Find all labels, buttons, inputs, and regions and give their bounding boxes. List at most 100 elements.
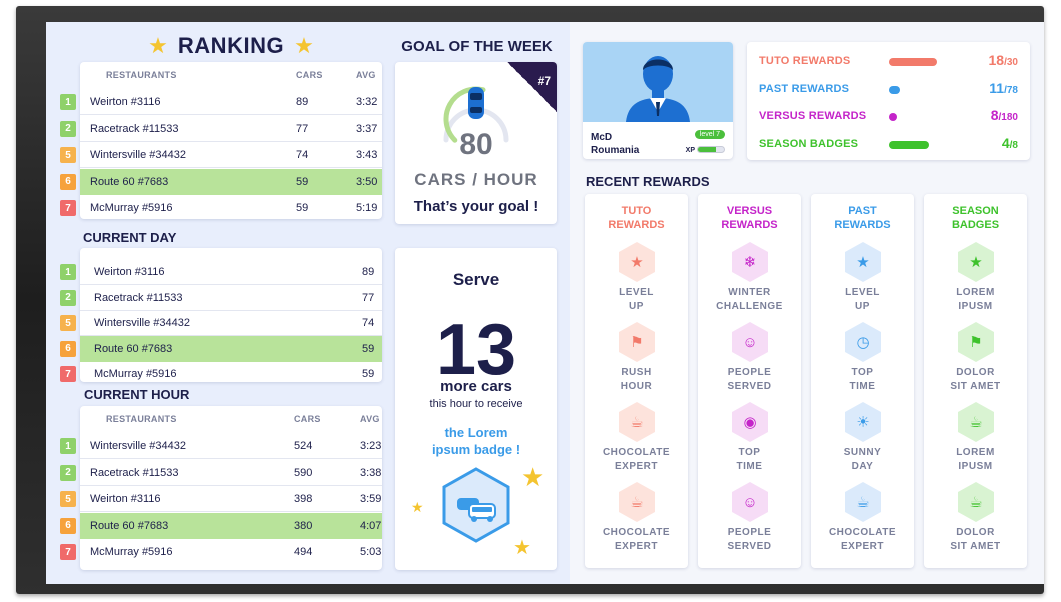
table-row[interactable]: 5 Weirton #3116 398 3:59: [60, 486, 382, 512]
table-row[interactable]: 6 Route 60 #7683 380 4:07: [60, 512, 382, 539]
restaurant-name: Wintersville #34432: [90, 149, 186, 161]
reward-column: PAST REWARDS ★ LEVEL UP ◷ TOP TIME ☀ SUNNY DAY ☕ CHO…: [811, 194, 914, 568]
row-divider: [80, 484, 382, 486]
reward-item-label-line-1: TOP: [738, 447, 761, 458]
reward-item[interactable]: ☕ LOREM IPUSM: [924, 402, 1027, 482]
reward-count-total: /30: [1004, 57, 1018, 68]
reward-hexagon: ☺: [732, 322, 768, 362]
reward-count-value: 8: [990, 107, 999, 123]
rank-badge: 6: [60, 340, 76, 357]
column-header-restaurants: RESTAURANTS: [106, 70, 177, 80]
reward-item[interactable]: ☺ PEOPLE SERVED: [698, 482, 801, 562]
rank-badge: 5: [60, 315, 76, 331]
reward-progress-row[interactable]: SEASON BADGES 4/8: [759, 135, 1018, 155]
reward-item[interactable]: ★ LOREM IPUSM: [924, 242, 1027, 322]
car-count: 89: [362, 266, 375, 278]
table-row[interactable]: 2 Racetrack #11533 590 3:38: [60, 460, 382, 486]
restaurant-name: Weirton #3116: [90, 96, 161, 108]
star-icon: ★: [148, 33, 168, 58]
reward-item[interactable]: ❄ WINTER CHALLENGE: [698, 242, 801, 322]
rank-badge: 1: [60, 264, 76, 280]
rank-badge: 5: [60, 147, 76, 163]
reward-progress-row[interactable]: PAST REWARDS 11/78: [759, 80, 1018, 100]
table-row[interactable]: 6 Route 60 #7683 59 3:50: [60, 168, 382, 195]
goal-rank-badge: #7: [507, 62, 557, 112]
table-row[interactable]: 2 Racetrack #11533 77 3:37: [60, 116, 382, 142]
table-row[interactable]: 2 Racetrack #11533 77: [60, 285, 382, 311]
reward-item-label-line-2: DAY: [851, 461, 874, 472]
reward-column-title: VERSUS REWARDS: [698, 204, 801, 232]
reward-item-label: TOP TIME: [811, 366, 914, 394]
reward-column: SEASON BADGES ★ LOREM IPUSM ⚑ DOLOR SIT AMET ☕ LO…: [924, 194, 1027, 568]
reward-hexagon: ☕: [958, 402, 994, 442]
table-row[interactable]: 1 Wintersville #34432 524 3:23: [60, 433, 382, 459]
reward-item[interactable]: ◉ TOP TIME: [698, 402, 801, 482]
reward-item[interactable]: ◷ TOP TIME: [811, 322, 914, 402]
dashboard-screen: ★ RANKING ★ RESTAURANTS CARS AVG 1 Weirton #…: [46, 22, 1044, 584]
reward-label: TUTO REWARDS: [759, 55, 851, 67]
rank-badge: 6: [60, 173, 76, 190]
table-row[interactable]: 7 McMurray #5916 59: [60, 361, 382, 387]
reward-item[interactable]: ☕ CHOCOLATE EXPERT: [585, 482, 688, 562]
reward-item[interactable]: ★ LEVEL UP: [585, 242, 688, 322]
reward-item-label-line-2: HOUR: [620, 381, 653, 392]
reward-item-label-line-1: LEVEL: [845, 287, 880, 298]
reward-item-label-line-1: TOP: [851, 367, 874, 378]
car-count: 59: [296, 202, 309, 214]
restaurant-name: Route 60 #7683: [90, 519, 169, 532]
avatar-icon: [626, 56, 690, 122]
reward-item[interactable]: ⚑ RUSH HOUR: [585, 322, 688, 402]
table-row[interactable]: 1 Weirton #3116 89 3:32: [60, 89, 382, 115]
current-day-title: CURRENT DAY: [83, 230, 177, 245]
reward-item[interactable]: ⚑ DOLOR SIT AMET: [924, 322, 1027, 402]
average-time: 3:23: [360, 440, 382, 452]
sun-icon: ☀: [856, 413, 870, 431]
reward-item-label-line-2: SIT AMET: [950, 381, 1001, 392]
reward-progress-row[interactable]: VERSUS REWARDS 8/180: [759, 107, 1018, 127]
reward-column-title-line-2: REWARDS: [721, 219, 778, 231]
rank-badge: 2: [60, 289, 76, 306]
table-row[interactable]: 1 Weirton #3116 89: [60, 259, 382, 285]
profile-card[interactable]: McD Roumania level 7 XP: [583, 42, 733, 159]
table-header: RESTAURANTS CARS AVG: [96, 62, 382, 84]
reward-column-title-line-2: REWARDS: [834, 219, 891, 231]
level-badge: level 7: [694, 130, 725, 139]
reward-item-label: RUSH HOUR: [585, 366, 688, 394]
row-divider: [80, 114, 382, 115]
reward-progress-track: [889, 140, 969, 149]
reward-count: 18/30: [989, 52, 1018, 68]
reward-item-label-line-2: SERVED: [727, 381, 772, 392]
car-count: 77: [362, 291, 375, 304]
reward-item-label: WINTER CHALLENGE: [698, 286, 801, 314]
table-row[interactable]: 5 Wintersville #34432 74 3:43: [60, 142, 382, 168]
reward-item-label-line-2: TIME: [849, 381, 876, 392]
column-header-restaurants: RESTAURANTS: [106, 414, 177, 424]
table-row[interactable]: 7 McMurray #5916 494 5:03: [60, 539, 382, 565]
reward-label: VERSUS REWARDS: [759, 110, 867, 122]
restaurant-name: Weirton #3116: [90, 493, 161, 505]
ranking-table: RESTAURANTS CARS AVG 1 Weirton #3116 89 3:32 2 R…: [60, 62, 382, 219]
reward-count: 4/8: [1002, 135, 1018, 151]
table-row[interactable]: 5 Wintersville #34432 74: [60, 310, 382, 336]
reward-progress-track: [889, 58, 969, 66]
car-count: 74: [362, 317, 375, 329]
reward-item[interactable]: ★ LEVEL UP: [811, 242, 914, 322]
flag-icon: ⚑: [969, 333, 983, 351]
reward-item[interactable]: ☕ DOLOR SIT AMET: [924, 482, 1027, 562]
reward-item-label-line-2: IPUSM: [958, 461, 993, 472]
reward-item[interactable]: ☕ CHOCOLATE EXPERT: [811, 482, 914, 562]
reward-item-label: LOREM IPUSM: [924, 446, 1027, 474]
restaurant-name: Route 60 #7683: [94, 342, 173, 355]
reward-item[interactable]: ☕ CHOCOLATE EXPERT: [585, 402, 688, 482]
reward-item-label-line-1: DOLOR: [956, 367, 995, 378]
reward-label: SEASON BADGES: [759, 137, 859, 150]
table-row[interactable]: 6 Route 60 #7683 59: [60, 335, 382, 362]
reward-item[interactable]: ☺ PEOPLE SERVED: [698, 322, 801, 402]
reward-item[interactable]: ☀ SUNNY DAY: [811, 402, 914, 482]
reward-column-title-line-2: BADGES: [951, 219, 1000, 231]
goal-value: 80: [459, 128, 493, 161]
reward-column-title-line-1: PAST: [848, 205, 877, 217]
reward-progress-row[interactable]: TUTO REWARDS 18/30: [759, 52, 1018, 72]
table-row[interactable]: 7 McMurray #5916 59 5:19: [60, 195, 382, 221]
serve-title: Serve: [452, 270, 500, 289]
